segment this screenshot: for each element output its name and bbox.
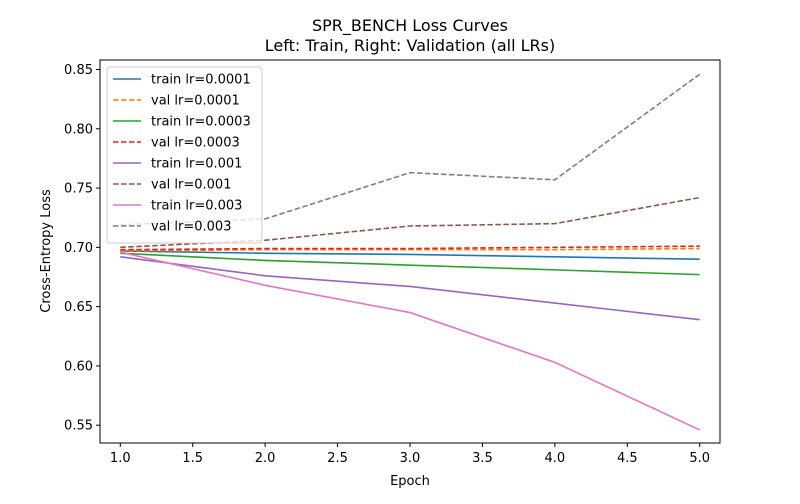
x-axis-label: Epoch — [390, 474, 430, 489]
legend-label: val lr=0.0001 — [151, 94, 240, 109]
legend-frame — [106, 66, 263, 244]
y-tick-label: 0.80 — [64, 122, 93, 137]
x-tick-label: 2.5 — [327, 451, 348, 466]
legend: train lr=0.0001 val lr=0.0001 train lr=0.0… — [106, 66, 263, 244]
y-axis-label: Cross-Entropy Loss — [39, 189, 54, 313]
x-tick-label: 4.5 — [617, 451, 638, 466]
y-tick-label: 0.70 — [64, 241, 93, 256]
y-tick-label: 0.60 — [64, 359, 93, 374]
y-tick-label: 0.85 — [64, 63, 93, 78]
series-line — [120, 247, 700, 252]
y-tick-label: 0.55 — [64, 419, 93, 434]
legend-label: val lr=0.003 — [151, 220, 231, 235]
x-tick-label: 3.0 — [400, 451, 421, 466]
chart-title-line2: Left: Train, Right: Validation (all LRs) — [265, 36, 555, 55]
x-tick-label: 2.0 — [255, 451, 276, 466]
series-line — [120, 252, 700, 276]
legend-label: train lr=0.0003 — [151, 115, 251, 130]
y-tick-label: 0.75 — [64, 182, 93, 197]
x-axis-ticks: 1.0 1.5 2.0 2.5 3.0 3.5 4.0 4.5 5.0 — [110, 443, 710, 466]
legend-label: train lr=0.001 — [151, 157, 242, 172]
y-axis-ticks: 0.55 0.60 0.65 0.70 0.75 0.80 0.85 — [64, 63, 100, 434]
x-tick-label: 5.0 — [689, 451, 710, 466]
legend-label: train lr=0.0001 — [151, 73, 251, 88]
x-tick-label: 3.5 — [472, 451, 493, 466]
x-tick-label: 4.0 — [545, 451, 566, 466]
legend-label: train lr=0.003 — [151, 199, 242, 214]
series-line — [120, 245, 700, 251]
series-line — [120, 250, 700, 261]
y-tick-label: 0.65 — [64, 300, 93, 315]
chart-title-line1: SPR_BENCH Loss Curves — [312, 16, 508, 36]
series-line — [120, 251, 701, 431]
series-line — [120, 256, 700, 321]
legend-label: val lr=0.0003 — [151, 136, 240, 151]
x-tick-label: 1.5 — [182, 451, 203, 466]
x-tick-label: 1.0 — [110, 451, 131, 466]
legend-label: val lr=0.001 — [151, 178, 231, 193]
